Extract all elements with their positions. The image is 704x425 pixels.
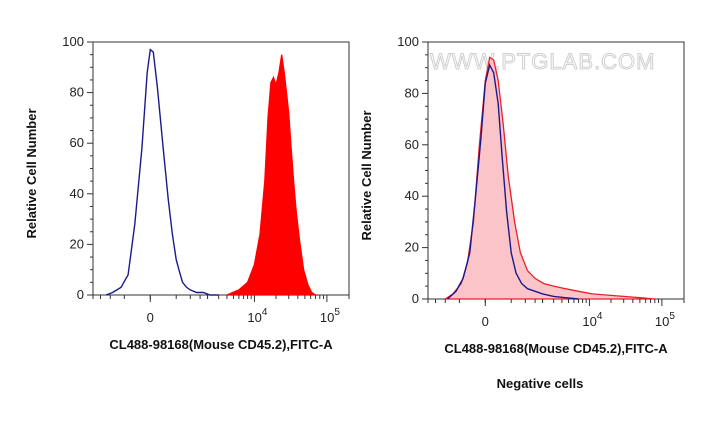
x-axis-title: CL488-98168(Mouse CD45.2),FITC-A [109, 337, 333, 352]
y-tick-label-0: 0 [77, 287, 84, 302]
x-tick-exponent-1: 4 [597, 311, 603, 322]
x-tick-exponent-2: 5 [334, 307, 340, 318]
y-tick-label-60: 60 [405, 137, 419, 152]
histogram-negative-panel: WWW.PTGLAB.COM 0 20 40 60 80 100 0 104 105 CL488-9… [359, 34, 685, 356]
y-tick-label-20: 20 [70, 236, 84, 251]
x-tick-label-0: 0 [482, 314, 489, 329]
x-tick-label-2: 105 [320, 307, 340, 325]
histogram-outline-series-0 [105, 48, 219, 296]
y-tick-label-40: 40 [70, 186, 84, 201]
histogram-fill-series-1 [226, 54, 318, 296]
y-tick-label-80: 80 [405, 85, 419, 100]
x-axis-title: CL488-98168(Mouse CD45.2),FITC-A [444, 341, 668, 356]
x-tick-label-0: 0 [147, 310, 154, 325]
watermark-text: WWW.PTGLAB.COM [430, 49, 655, 74]
histogram-stained-panel: 0 20 40 60 80 100 0 104 105 CL488-98168(Mouse CD4… [24, 34, 350, 352]
x-tick-exponent-1: 4 [262, 307, 268, 318]
histogram-outline-series-1 [447, 63, 579, 300]
y-tick-label-40: 40 [405, 188, 419, 203]
plot-frame [427, 41, 685, 300]
y-tick-label-80: 80 [70, 85, 84, 100]
y-axis-title: Relative Cell Number [359, 110, 374, 240]
plot-frame [92, 41, 350, 296]
x-tick-label-2: 105 [655, 311, 675, 329]
y-tick-label-20: 20 [405, 240, 419, 255]
x-tick-exponent-2: 5 [669, 311, 675, 322]
y-tick-label-100: 100 [397, 34, 419, 49]
y-tick-label-100: 100 [62, 34, 84, 49]
y-tick-label-0: 0 [412, 291, 419, 306]
y-tick-label-60: 60 [70, 135, 84, 150]
x-tick-label-1: 104 [582, 311, 602, 329]
caption: Negative cells [496, 376, 584, 391]
x-tick-label-1: 104 [247, 307, 267, 325]
y-axis-title: Relative Cell Number [24, 108, 39, 238]
